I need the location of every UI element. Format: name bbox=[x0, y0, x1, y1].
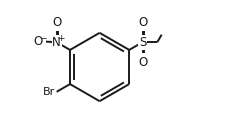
Text: O: O bbox=[52, 16, 61, 29]
Text: N: N bbox=[52, 36, 61, 49]
Text: S: S bbox=[138, 36, 146, 49]
Text: +: + bbox=[57, 34, 64, 43]
Text: −: − bbox=[39, 34, 47, 43]
Text: O: O bbox=[33, 35, 42, 48]
Text: Br: Br bbox=[43, 87, 55, 97]
Text: O: O bbox=[137, 56, 146, 69]
Text: O: O bbox=[137, 16, 146, 29]
